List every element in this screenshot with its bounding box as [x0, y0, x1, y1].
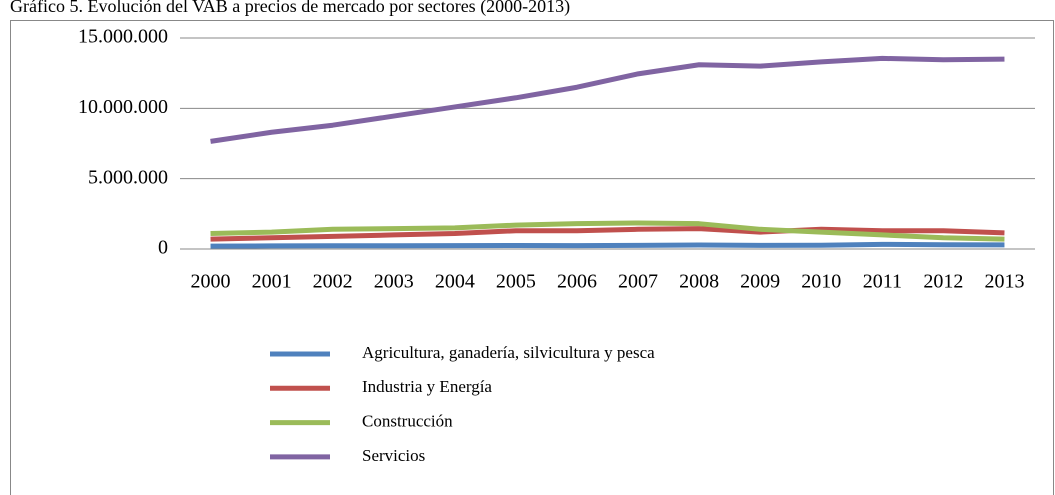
series-line — [210, 226, 1005, 242]
x-tick-label: 2007 — [618, 271, 658, 293]
x-tick-label: 2004 — [435, 271, 475, 293]
y-tick-label: 0 — [158, 237, 168, 259]
chart-frame — [10, 20, 1054, 495]
legend-label: Construcción — [362, 412, 453, 431]
x-tick-label: 2012 — [923, 271, 963, 293]
legend-label: Agricultura, ganadería, silvicultura y p… — [362, 343, 655, 362]
x-tick-label: 2009 — [740, 271, 780, 293]
legend-label: Industria y Energía — [362, 377, 492, 396]
x-tick-label: 2013 — [984, 271, 1024, 293]
x-tick-label: 2001 — [252, 271, 292, 293]
series-line — [210, 220, 1005, 242]
chart-title: Gráfico 5. Evolución del VAB a precios d… — [10, 0, 570, 17]
x-tick-label: 2003 — [374, 271, 414, 293]
x-tick-label: 2008 — [679, 271, 719, 293]
x-tick-label: 2010 — [801, 271, 841, 293]
x-tick-label: 2011 — [863, 271, 902, 293]
y-tick-label: 15.000.000 — [78, 26, 168, 48]
legend-label: Servicios — [362, 446, 425, 465]
x-tick-label: 2005 — [496, 271, 536, 293]
x-tick-label: 2000 — [191, 271, 231, 293]
series-line — [210, 55, 1005, 144]
x-tick-label: 2006 — [557, 271, 597, 293]
x-tick-label: 2002 — [313, 271, 353, 293]
y-tick-label: 5.000.000 — [88, 166, 168, 188]
series-line — [210, 241, 1005, 249]
y-tick-label: 10.000.000 — [78, 96, 168, 118]
